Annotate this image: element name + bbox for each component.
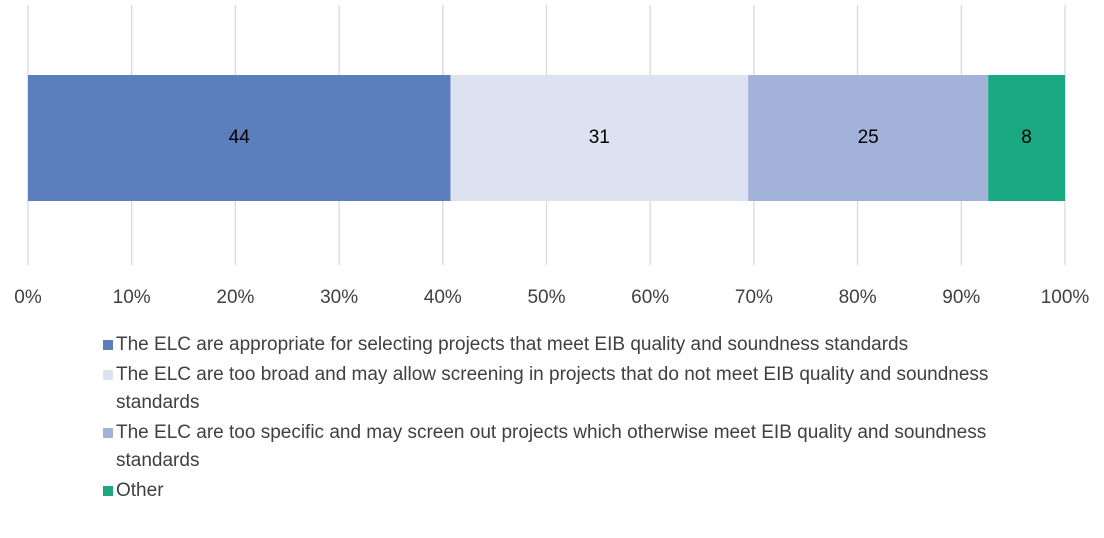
data-label: 25	[858, 127, 879, 148]
legend-swatch	[103, 340, 113, 350]
x-tick-label: 30%	[320, 287, 358, 308]
legend-label: The ELC are too broad and may allow scre…	[116, 364, 989, 413]
legend-item: The ELC are appropriate for selecting pr…	[103, 331, 1003, 359]
bar-segment	[988, 75, 1065, 201]
legend-item: The ELC are too specific and may screen …	[103, 419, 1003, 475]
data-label: 8	[1021, 127, 1032, 148]
x-tick-label: 60%	[631, 287, 669, 308]
x-tick-label: 10%	[113, 287, 151, 308]
legend-swatch	[103, 370, 113, 380]
legend-label: The ELC are appropriate for selecting pr…	[116, 334, 909, 355]
bar-segment	[28, 75, 451, 201]
bar-segment	[450, 75, 749, 201]
bar-segment	[748, 75, 989, 201]
x-tick-label: 40%	[424, 287, 462, 308]
chart: 0% 10% 20% 30% 40% 50% 60% 70% 80% 90% 100% 44 31 25 8	[14, 5, 1090, 308]
x-tick-label: 0%	[14, 287, 42, 308]
x-tick-label: 50%	[527, 287, 565, 308]
x-tick-label: 80%	[839, 287, 877, 308]
legend-label: Other	[116, 480, 164, 501]
legend-label: The ELC are too specific and may screen …	[116, 422, 987, 471]
x-tick-label: 100%	[1041, 287, 1090, 308]
data-label: 31	[589, 127, 610, 148]
legend-item: The ELC are too broad and may allow scre…	[103, 361, 1003, 417]
legend-swatch	[103, 428, 113, 438]
legend: The ELC are appropriate for selecting pr…	[103, 331, 1003, 507]
x-tick-label: 90%	[942, 287, 980, 308]
legend-item: Other	[103, 477, 1003, 505]
x-tick-label: 20%	[216, 287, 254, 308]
legend-swatch	[103, 486, 113, 496]
data-label: 44	[229, 127, 251, 148]
x-tick-label: 70%	[735, 287, 773, 308]
